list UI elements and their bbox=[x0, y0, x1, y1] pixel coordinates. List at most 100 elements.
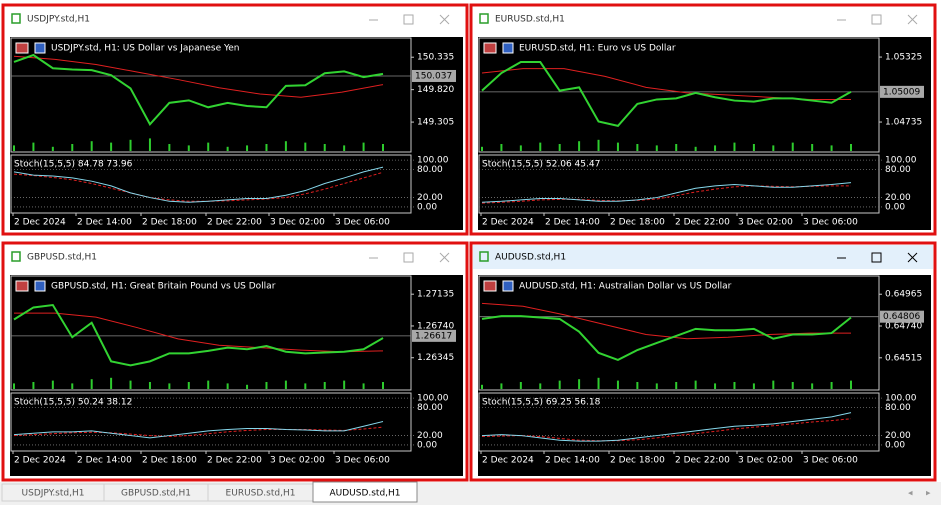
stoch-tick-label: 100.00 bbox=[417, 394, 449, 404]
price-tick-label: 1.26740 bbox=[417, 321, 454, 331]
stoch-pane bbox=[10, 154, 412, 214]
current-price-box bbox=[880, 310, 924, 323]
chart-area bbox=[478, 275, 931, 476]
date-label: 3 Dec 02:00 bbox=[738, 456, 793, 466]
current-price-label: 150.037 bbox=[415, 71, 452, 81]
tab-label[interactable]: EURUSD.std,H1 bbox=[226, 489, 296, 499]
stoch-tick-label: 100.00 bbox=[885, 156, 917, 166]
date-label: 3 Dec 06:00 bbox=[803, 456, 858, 466]
stoch-pane bbox=[478, 392, 880, 452]
date-label: 2 Dec 22:00 bbox=[207, 456, 262, 466]
chart-header: USDJPY.std, H1: US Dollar vs Japanese Ye… bbox=[51, 44, 240, 54]
tab[interactable] bbox=[312, 481, 418, 503]
window-icon bbox=[11, 251, 21, 262]
stoch-signal-line bbox=[481, 418, 852, 442]
date-label: 2 Dec 18:00 bbox=[142, 218, 197, 228]
current-price-box bbox=[412, 69, 456, 82]
stoch-tick-label: 100.00 bbox=[885, 394, 917, 404]
chart-header: AUDUSD.std, H1: Australian Dollar vs US … bbox=[519, 282, 732, 292]
date-label: 2 Dec 22:00 bbox=[675, 456, 730, 466]
maximize-button[interactable] bbox=[403, 252, 414, 263]
price-tick-label: 1.27135 bbox=[417, 290, 454, 300]
stoch-tick-label: 20.00 bbox=[885, 431, 911, 441]
title-bar bbox=[473, 245, 933, 269]
chart-area bbox=[10, 37, 463, 230]
maximize-button[interactable] bbox=[871, 14, 882, 25]
close-button[interactable] bbox=[439, 14, 450, 25]
stoch-tick-label: 0.00 bbox=[417, 440, 437, 450]
date-label: 2 Dec 2024 bbox=[14, 456, 66, 466]
date-label: 3 Dec 06:00 bbox=[803, 218, 858, 228]
price-tick-label: 150.335 bbox=[417, 53, 454, 63]
flag-icon bbox=[15, 280, 29, 292]
moving-average bbox=[481, 302, 851, 340]
title-bar bbox=[5, 7, 465, 31]
stoch-tick-label: 0.00 bbox=[885, 202, 905, 212]
tab-label[interactable]: GBPUSD.std,H1 bbox=[121, 489, 191, 499]
window-title: USDJPY.std,H1 bbox=[27, 15, 90, 25]
info-icon bbox=[502, 280, 514, 292]
stoch-pane bbox=[10, 392, 412, 452]
price-line bbox=[13, 53, 384, 127]
stoch-label: Stoch(15,5,5) 52.06 45.47 bbox=[482, 160, 600, 170]
date-label: 2 Dec 18:00 bbox=[610, 456, 665, 466]
title-bar bbox=[5, 245, 465, 269]
maximize-button[interactable] bbox=[403, 14, 414, 25]
flag-icon bbox=[15, 42, 29, 54]
stoch-main-line bbox=[13, 166, 384, 203]
stoch-signal-line bbox=[481, 185, 851, 204]
flag-icon bbox=[483, 42, 497, 54]
window-icon bbox=[479, 13, 489, 24]
current-price-label: 0.64806 bbox=[883, 312, 920, 322]
info-icon bbox=[34, 42, 46, 54]
current-price-label: 1.26617 bbox=[415, 331, 452, 341]
scroll-right[interactable]: ▸ bbox=[926, 489, 931, 499]
flag-icon bbox=[483, 280, 497, 292]
chart-header: GBPUSD.std, H1: Great Britain Pound vs U… bbox=[51, 282, 276, 292]
window-title: GBPUSD.std,H1 bbox=[27, 253, 97, 263]
chart-header: EURUSD.std, H1: Euro vs US Dollar bbox=[519, 44, 676, 54]
stoch-tick-label: 80.00 bbox=[885, 165, 911, 175]
date-label: 2 Dec 14:00 bbox=[545, 218, 600, 228]
stoch-tick-label: 100.00 bbox=[417, 156, 449, 166]
stoch-signal-line bbox=[13, 426, 384, 438]
price-pane bbox=[10, 275, 412, 391]
date-label: 2 Dec 22:00 bbox=[207, 218, 262, 228]
price-tick-label: 1.05325 bbox=[885, 53, 922, 63]
date-label: 3 Dec 06:00 bbox=[335, 218, 390, 228]
close-button[interactable] bbox=[907, 14, 918, 25]
current-price-box bbox=[412, 329, 456, 342]
date-label: 3 Dec 02:00 bbox=[270, 218, 325, 228]
date-label: 2 Dec 22:00 bbox=[675, 218, 730, 228]
window-icon bbox=[11, 13, 21, 24]
date-label: 3 Dec 02:00 bbox=[270, 456, 325, 466]
price-tick-label: 0.64515 bbox=[885, 353, 922, 363]
stoch-tick-label: 0.00 bbox=[417, 202, 437, 212]
stoch-main-line bbox=[13, 421, 384, 439]
maximize-button[interactable] bbox=[871, 252, 882, 263]
info-icon bbox=[34, 280, 46, 292]
stoch-tick-label: 20.00 bbox=[417, 193, 443, 203]
tab-label[interactable]: AUDUSD.std,H1 bbox=[329, 489, 400, 499]
date-label: 2 Dec 14:00 bbox=[77, 456, 132, 466]
date-label: 3 Dec 06:00 bbox=[335, 456, 390, 466]
date-label: 3 Dec 02:00 bbox=[738, 218, 793, 228]
title-bar bbox=[473, 7, 933, 31]
stoch-tick-label: 0.00 bbox=[885, 440, 905, 450]
current-price-label: 1.05009 bbox=[883, 87, 920, 97]
window-title: AUDUSD.std,H1 bbox=[495, 253, 566, 263]
stoch-main-line bbox=[481, 182, 852, 203]
stoch-pane bbox=[478, 154, 880, 214]
price-pane bbox=[478, 275, 880, 391]
close-button[interactable] bbox=[907, 252, 918, 263]
date-label: 2 Dec 2024 bbox=[14, 218, 66, 228]
price-tick-label: 0.64740 bbox=[885, 322, 922, 332]
date-label: 2 Dec 2024 bbox=[482, 218, 534, 228]
current-price-box bbox=[880, 85, 924, 98]
chart-area bbox=[478, 37, 931, 230]
close-button[interactable] bbox=[439, 252, 450, 263]
price-tick-label: 149.820 bbox=[417, 85, 454, 95]
tab-label[interactable]: USDJPY.std,H1 bbox=[22, 489, 85, 499]
stoch-label: Stoch(15,5,5) 69.25 56.18 bbox=[482, 398, 601, 408]
scroll-left[interactable]: ◂ bbox=[908, 489, 913, 499]
